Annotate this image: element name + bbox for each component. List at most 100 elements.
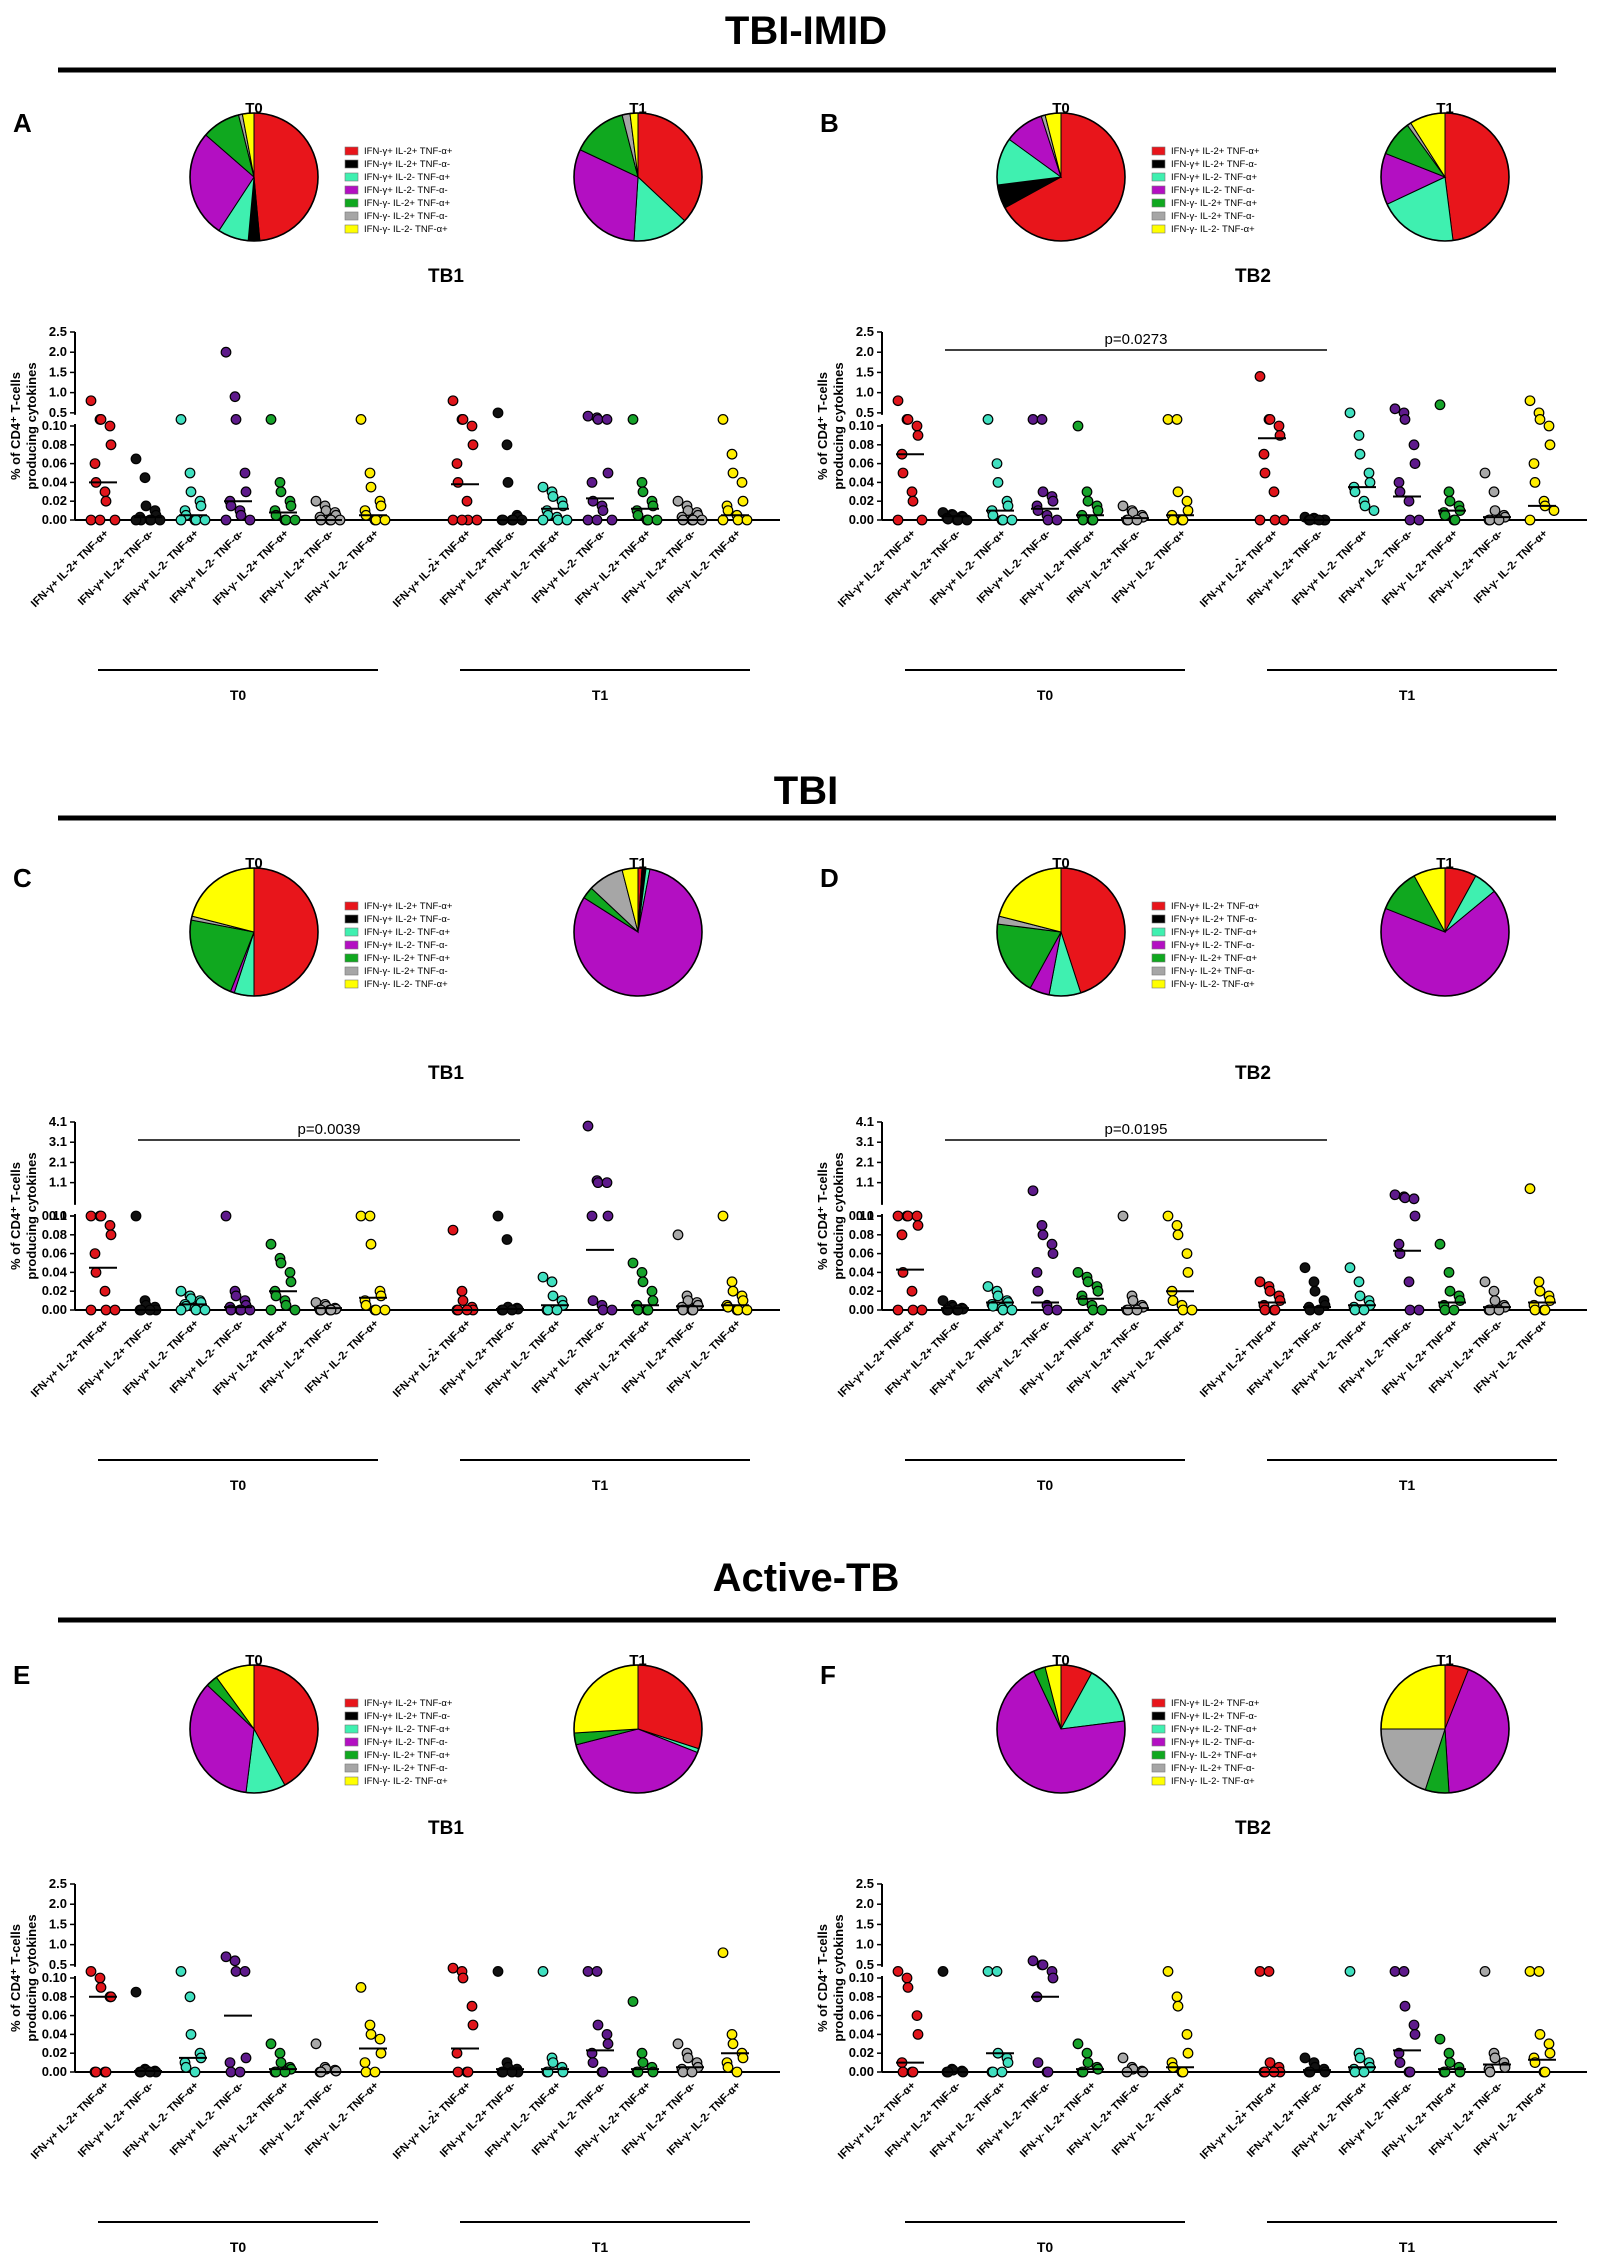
data-point — [99, 1285, 111, 1297]
data-point — [637, 1276, 649, 1288]
data-point — [1534, 414, 1546, 425]
data-point — [85, 514, 97, 526]
data-point — [601, 2028, 613, 2040]
legend-label: IFN-γ+ IL-2+ TNF-α- — [1171, 1711, 1257, 1722]
data-point — [591, 1966, 603, 1977]
data-point — [677, 2066, 689, 2078]
data-point — [355, 1210, 367, 1222]
x-category-text: IFN-γ+ IL-2- TNF-α+ — [121, 528, 201, 608]
data-point — [1544, 439, 1556, 451]
data-point — [1122, 514, 1134, 526]
legend-swatch — [344, 224, 359, 234]
x-category-text: IFN-γ+ IL-2+ TNF-α+ — [1198, 2080, 1280, 2162]
x-category-label: IFN-γ- IL-2+ TNF-α+ — [1018, 2080, 1098, 2160]
x-category-label: IFN-γ+ IL-2- TNF-α- — [168, 1317, 247, 1396]
x-category-text: IFN-γ+ IL-2- TNF-α+ — [1290, 1318, 1370, 1398]
x-category-text: IFN-γ+ IL-2+ TNF-α- — [883, 1317, 963, 1397]
y-tick-label: 4.1 — [49, 1114, 67, 1129]
x-category-text: IFN-γ+ IL-2- TNF-α- — [168, 2079, 247, 2158]
data-point — [230, 1290, 242, 1302]
pie-outline — [1380, 112, 1510, 242]
y-tick-label: 1.5 — [856, 1916, 874, 1931]
x-category-text: IFN-γ- IL-2+ TNF-α+ — [1018, 1318, 1098, 1398]
y-tick-label: 0.00 — [42, 2064, 67, 2079]
legend-label: IFN-γ+ IL-2+ TNF-α- — [364, 1711, 450, 1722]
x-category-label: IFN-γ+ IL-2- TNF-α- — [530, 527, 609, 606]
legend-swatch — [344, 914, 359, 924]
legend-swatch — [1151, 211, 1166, 221]
y-tick-label: 0.02 — [42, 493, 67, 508]
y-tick-label: 0.06 — [42, 456, 67, 471]
x-category-label: IFN-γ+ IL-2+ TNF-α- — [438, 2079, 518, 2159]
legend-label: IFN-γ+ IL-2+ TNF-α+ — [364, 901, 453, 912]
legend-swatch — [344, 1711, 359, 1721]
pie-t1 — [1380, 1664, 1510, 1794]
data-point — [911, 1210, 923, 1222]
data-point — [1528, 458, 1540, 470]
data-point — [1036, 414, 1048, 425]
data-point — [602, 1210, 614, 1222]
y-tick-label: 0.10 — [849, 1208, 874, 1223]
data-point — [587, 1295, 599, 1306]
pie-t0 — [996, 867, 1126, 997]
data-point — [902, 1210, 914, 1222]
data-point — [100, 495, 112, 507]
data-point — [597, 505, 609, 517]
x-category-label: IFN-γ+ IL-2+ TNF-α- — [438, 1317, 518, 1397]
y-tick-label: 0.04 — [849, 474, 875, 489]
data-point — [1524, 1183, 1536, 1195]
y-axis-label-line1: % of CD4⁺ T-cells — [815, 372, 830, 480]
x-category-label: IFN-γ+ IL-2+ TNF-α+ — [1198, 528, 1280, 610]
data-point — [1268, 486, 1280, 498]
legend-label: IFN-γ- IL-2+ TNF-α+ — [364, 953, 451, 964]
legend-label: IFN-γ- IL-2+ TNF-α+ — [364, 198, 451, 209]
y-tick-label: 1.0 — [49, 385, 67, 400]
legend-swatch — [1151, 198, 1166, 208]
data-point — [199, 514, 211, 526]
data-point — [992, 477, 1004, 488]
legend-swatch — [1151, 172, 1166, 182]
x-category-text: IFN-γ- IL-2+ TNF-α- — [620, 527, 699, 606]
data-point — [1082, 1276, 1094, 1288]
x-category-label: IFN-γ+ IL-2- TNF-α- — [530, 1317, 609, 1396]
y-tick-label: 0.00 — [849, 512, 874, 527]
data-point — [727, 2038, 739, 2050]
x-category-text: IFN-γ+ IL-2+ TNF-α+ — [1198, 528, 1280, 610]
data-point — [1072, 420, 1084, 432]
x-category-label: IFN-γ+ IL-2- TNF-α+ — [1290, 1318, 1370, 1398]
legend-label: IFN-γ- IL-2+ TNF-α+ — [364, 1750, 451, 1761]
data-point — [1394, 2057, 1406, 2069]
data-point — [457, 414, 469, 425]
data-point — [265, 2038, 277, 2050]
y-tick-label: 0.1 — [49, 1208, 67, 1223]
data-point — [1484, 2066, 1496, 2078]
x-category-label: IFN-γ- IL-2+ TNF-α- — [258, 1317, 337, 1396]
y-tick-label: 0.02 — [849, 2045, 874, 2060]
data-point — [130, 453, 142, 465]
data-point — [1082, 2057, 1094, 2069]
data-point — [492, 1210, 504, 1222]
data-point — [175, 414, 187, 425]
legend-label: IFN-γ+ IL-2+ TNF-α+ — [364, 146, 453, 157]
data-point — [952, 1304, 964, 1316]
data-point — [1037, 1229, 1049, 1241]
y-tick-label: 0.04 — [42, 2026, 68, 2041]
data-point — [1444, 1285, 1456, 1297]
data-point — [1263, 1966, 1275, 1977]
y-tick-label: 0.02 — [849, 493, 874, 508]
data-point — [1027, 1955, 1039, 1967]
data-point — [1127, 1295, 1139, 1306]
pie-outline — [573, 1664, 703, 1794]
y-axis-label: % of CD4⁺ T-cells producing cytokines — [815, 1914, 846, 2041]
data-point — [997, 514, 1009, 526]
x-category-text: IFN-γ+ IL-2+ TNF-α+ — [1198, 1318, 1280, 1400]
data-point — [1364, 477, 1376, 488]
legend-label: IFN-γ+ IL-2- TNF-α+ — [1171, 172, 1258, 183]
data-point — [467, 2019, 479, 2031]
x-category-label: IFN-γ- IL-2+ TNF-α+ — [211, 1318, 291, 1398]
data-point — [1449, 514, 1461, 526]
pie-label: T1 — [1436, 1652, 1454, 1669]
x-category-label: IFN-γ+ IL-2- TNF-α- — [530, 2079, 609, 2158]
x-category-text: IFN-γ+ IL-2- TNF-α+ — [483, 528, 563, 608]
